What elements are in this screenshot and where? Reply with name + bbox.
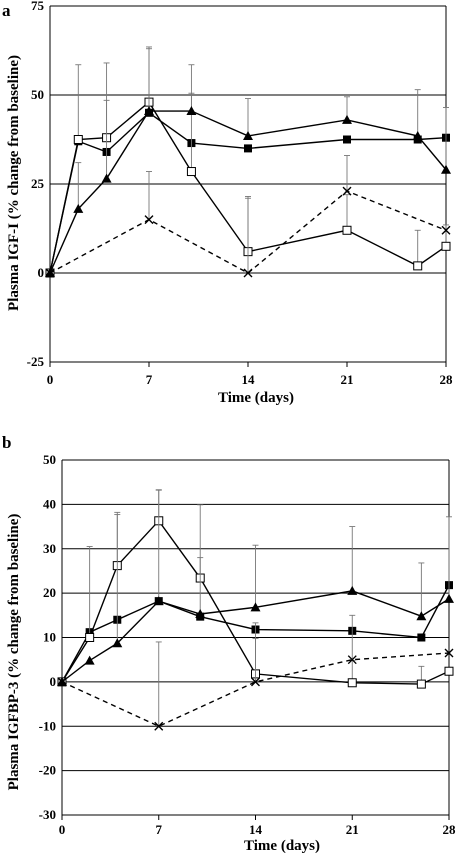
panel-b-series-filled-triangle-marker [416,611,427,621]
panel-a-label: a [2,1,11,20]
panel-b-x-tick-label: 0 [59,822,66,837]
panel-a-series-cross-line [49,190,447,274]
panel-b-x-tick-label: 21 [346,822,359,837]
panel-b-y-tick-label: 20 [43,585,56,600]
panel-b-series-filled-triangle-marker [250,602,261,612]
panel-a-series-cross-marker [144,215,154,225]
panel-a-x-tick-label: 7 [146,372,153,387]
panel-a-x-axis-title: Time (days) [218,390,294,406]
panel-a-x-tick-label: 28 [440,372,454,387]
panel-b-series-cross-marker [444,648,454,658]
panel-b-series-open-square-marker [444,666,454,676]
panel-b-series-cross-marker [57,677,67,687]
panel-b-series-filled-triangle-marker [84,655,95,665]
panel-b-y-axis-title: Plasma IGFBP-3 (% change from baseline) [6,514,22,791]
panel-b-x-axis-title: Time (days) [244,838,320,853]
panel-b-y-tick-label: 30 [43,541,56,556]
panel-b-series-cross-marker [154,721,164,731]
panel-a-series-cross-marker [342,186,352,196]
panel-a-series-filled-triangle-marker [73,203,84,213]
panel-b-y-tick-label: -30 [39,807,56,822]
panel-a-series-filled-square-marker [244,144,252,153]
panel-a-series-open-square-marker [342,225,352,235]
panel-a-series-filled-triangle-marker [186,106,197,116]
panel-b-y-tick-label: 50 [43,452,56,467]
panel-a-series-cross-marker [45,268,55,278]
panel-a-series-filled-triangle-marker [342,114,352,124]
panel-b-series-filled-triangle-marker [195,608,206,618]
panel-b-series-open-square-marker [416,679,426,689]
panel-b-y-tick-label: -10 [39,718,56,733]
panel-a-series-cross-marker [441,225,451,235]
panel-a-series-cross-marker [243,268,253,278]
panel-b-y-tick-label: 40 [43,496,56,511]
panel-b-label: b [2,433,11,452]
panel-b-x-tick-label: 7 [156,822,163,837]
panel-a-x-tick-label: 14 [242,372,256,387]
panel-b-series-open-square-marker [347,678,357,688]
panel-a-y-tick-label: 75 [31,0,45,13]
panel-b-series-filled-triangle-marker [112,638,123,648]
panel-b-y-tick-label: 10 [43,630,56,645]
panel-b-series-cross-marker [347,655,357,665]
panel-a-series-filled-triangle-marker [144,106,154,116]
panel-a-series-filled-triangle-marker [243,130,253,140]
panel-a-series-filled-square-marker [343,135,351,144]
panel-a-chart: a Time (days) Plasma IGF-I (% change fro… [2,0,453,406]
panel-a-y-tick-label: -25 [27,354,45,369]
panel-b-y-tick-label: 0 [50,674,57,689]
panel-b-series-filled-square-marker [417,633,426,642]
panel-b-series-filled-triangle-marker [347,585,358,595]
panel-a-series-filled-triangle-marker [441,164,451,174]
panel-b-series-filled-triangle-marker [153,596,164,606]
panel-a-x-tick-label: 0 [47,372,54,387]
panel-b-series-cross-marker [251,677,260,687]
panel-b-y-tick-label: -20 [39,763,56,778]
panel-a-y-tick-label: 0 [38,265,45,280]
panel-a-y-tick-label: 50 [31,87,44,102]
panel-b-chart: b Time (days) Plasma IGFBP-3 (% change f… [2,433,456,853]
panel-a-y-tick-label: 25 [31,176,45,191]
panel-b-series-cross-line [61,652,450,728]
panel-b-x-tick-label: 28 [443,822,456,837]
panel-a-series-open-square-marker [441,241,451,251]
panel-a-series-open-square-marker [413,261,423,271]
panel-a-series-open-square-marker [73,135,83,144]
panel-a-y-axis-title: Plasma IGF-I (% change from baseline) [6,55,22,311]
panel-b-series-filled-triangle-marker [444,593,454,603]
panel-a-series-filled-triangle-marker [101,173,112,183]
panel-b-x-tick-label: 14 [249,822,263,837]
panel-b-series-open-square-marker [85,633,95,642]
panel-a-x-tick-label: 21 [341,372,354,387]
panel-a-series-open-square-marker [186,167,196,177]
panel-a-series-filled-triangle-marker [412,130,423,140]
